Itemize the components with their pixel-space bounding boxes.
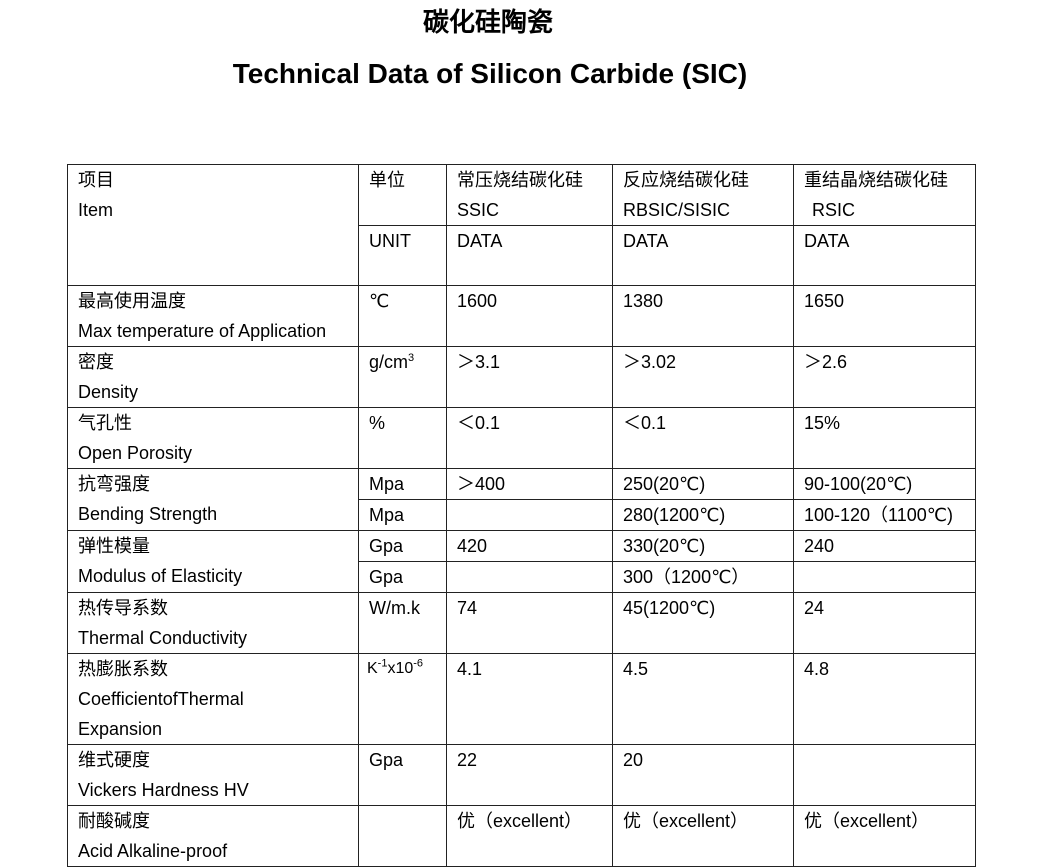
value-cell: ＞2.6 — [793, 346, 976, 408]
value-cell: 280(1200℃) — [612, 499, 794, 531]
item-cell: 维式硬度 Vickers Hardness HV — [67, 744, 359, 806]
unit-cell: ℃ — [358, 285, 447, 347]
unit-cell: Gpa — [358, 561, 447, 593]
table-row: Mpa 280(1200℃) 100-120（1100℃) — [68, 499, 976, 531]
unit-cell: K-1x10-6 — [358, 653, 447, 745]
ssic-header: 常压烧结碳化硅 SSIC — [446, 164, 613, 226]
value-cell: 1600 — [446, 285, 613, 347]
table-row: Gpa 300（1200℃） — [68, 561, 976, 593]
value-cell: 1650 — [793, 285, 976, 347]
value-cell: 330(20℃) — [612, 530, 794, 562]
table-row: 弹性模量 Modulus of Elasticity Gpa 420 330(20… — [67, 530, 976, 593]
unit-cell: Gpa — [358, 744, 447, 806]
title-english: Technical Data of Silicon Carbide (SIC) — [232, 58, 748, 89]
value-cell: 90-100(20℃) — [793, 468, 976, 500]
value-cell: 优（excellent） — [446, 805, 613, 867]
value-cell: 45(1200℃) — [612, 592, 794, 654]
unit-header-en: UNIT — [358, 225, 447, 286]
value-cell: 420 — [446, 530, 613, 562]
rsic-header: 重结晶烧结碳化硅 RSIC — [793, 164, 976, 226]
value-cell: 4.1 — [446, 653, 613, 745]
value-cell: 优（excellent） — [612, 805, 794, 867]
value-cell: 240 — [793, 530, 976, 562]
value-cell — [446, 499, 613, 531]
item-header: 项目 Item — [67, 164, 359, 286]
value-cell: ＜0.1 — [446, 407, 613, 469]
item-cell: 弹性模量 Modulus of Elasticity — [67, 530, 359, 593]
value-cell: 300（1200℃） — [612, 561, 794, 593]
data-header: DATA — [612, 225, 794, 286]
value-cell: 74 — [446, 592, 613, 654]
table-row: 最高使用温度 Max temperature of Application ℃ 1… — [67, 285, 976, 347]
unit-cell: Mpa — [358, 499, 447, 531]
table-row: 密度 Density g/cm3 ＞3.1 ＞3.02 ＞2.6 — [67, 346, 976, 408]
value-cell — [793, 561, 976, 593]
value-cell: 15% — [793, 407, 976, 469]
title-chinese: 碳化硅陶瓷 — [422, 8, 553, 38]
table-row: 耐酸碱度 Acid Alkaline-proof 优（excellent） 优（e… — [67, 805, 976, 867]
item-cell: 密度 Density — [67, 346, 359, 408]
value-cell: 24 — [793, 592, 976, 654]
value-cell: 1380 — [612, 285, 794, 347]
technical-data-table: 项目 Item 单位 常压烧结碳化硅 SSIC 反应烧结碳化硅 RBSIC/SISIC… — [67, 164, 976, 867]
value-cell: 4.8 — [793, 653, 976, 745]
table-row: 热膨胀系数 CoefficientofThermal Expansion K-1… — [67, 653, 976, 745]
value-cell: 100-120（1100℃) — [793, 499, 976, 531]
unit-cell — [358, 805, 447, 867]
table-row: 抗弯强度 Bending Strength Mpa ＞400 250(20℃) 9… — [67, 468, 976, 531]
item-cell: 抗弯强度 Bending Strength — [67, 468, 359, 531]
unit-cell: g/cm3 — [358, 346, 447, 408]
value-cell: 250(20℃) — [612, 468, 794, 500]
value-cell: 优（excellent） — [793, 805, 976, 867]
item-cell: 耐酸碱度 Acid Alkaline-proof — [67, 805, 359, 867]
item-cell: 热膨胀系数 CoefficientofThermal Expansion — [67, 653, 359, 745]
unit-cell: W/m.k — [358, 592, 447, 654]
value-cell: 22 — [446, 744, 613, 806]
value-cell: 20 — [612, 744, 794, 806]
value-cell: 4.5 — [612, 653, 794, 745]
item-cell: 热传导系数 Thermal Conductivity — [67, 592, 359, 654]
unit-cell: Mpa — [358, 468, 447, 500]
header-row: 项目 Item 单位 常压烧结碳化硅 SSIC 反应烧结碳化硅 RBSIC/SISIC… — [67, 164, 976, 286]
value-cell: ＜0.1 — [612, 407, 794, 469]
value-cell: ＞3.02 — [612, 346, 794, 408]
unit-cell: % — [358, 407, 447, 469]
value-cell — [446, 561, 613, 593]
unit-cell: Gpa — [358, 530, 447, 562]
data-header: DATA — [793, 225, 976, 286]
table-row: 热传导系数 Thermal Conductivity W/m.k 74 45(12… — [67, 592, 976, 654]
unit-header-cn: 单位 — [358, 164, 447, 226]
rbsic-header: 反应烧结碳化硅 RBSIC/SISIC — [612, 164, 794, 226]
item-cell: 最高使用温度 Max temperature of Application — [67, 285, 359, 347]
value-cell: ＞400 — [446, 468, 613, 500]
value-cell — [793, 744, 976, 806]
item-cell: 气孔性 Open Porosity — [67, 407, 359, 469]
header-row-2: UNIT DATA DATA DATA — [68, 225, 976, 286]
data-header: DATA — [446, 225, 613, 286]
table-row: 维式硬度 Vickers Hardness HV Gpa 22 20 — [67, 744, 976, 806]
value-cell: ＞3.1 — [446, 346, 613, 408]
table-row: 气孔性 Open Porosity % ＜0.1 ＜0.1 15% — [67, 407, 976, 469]
